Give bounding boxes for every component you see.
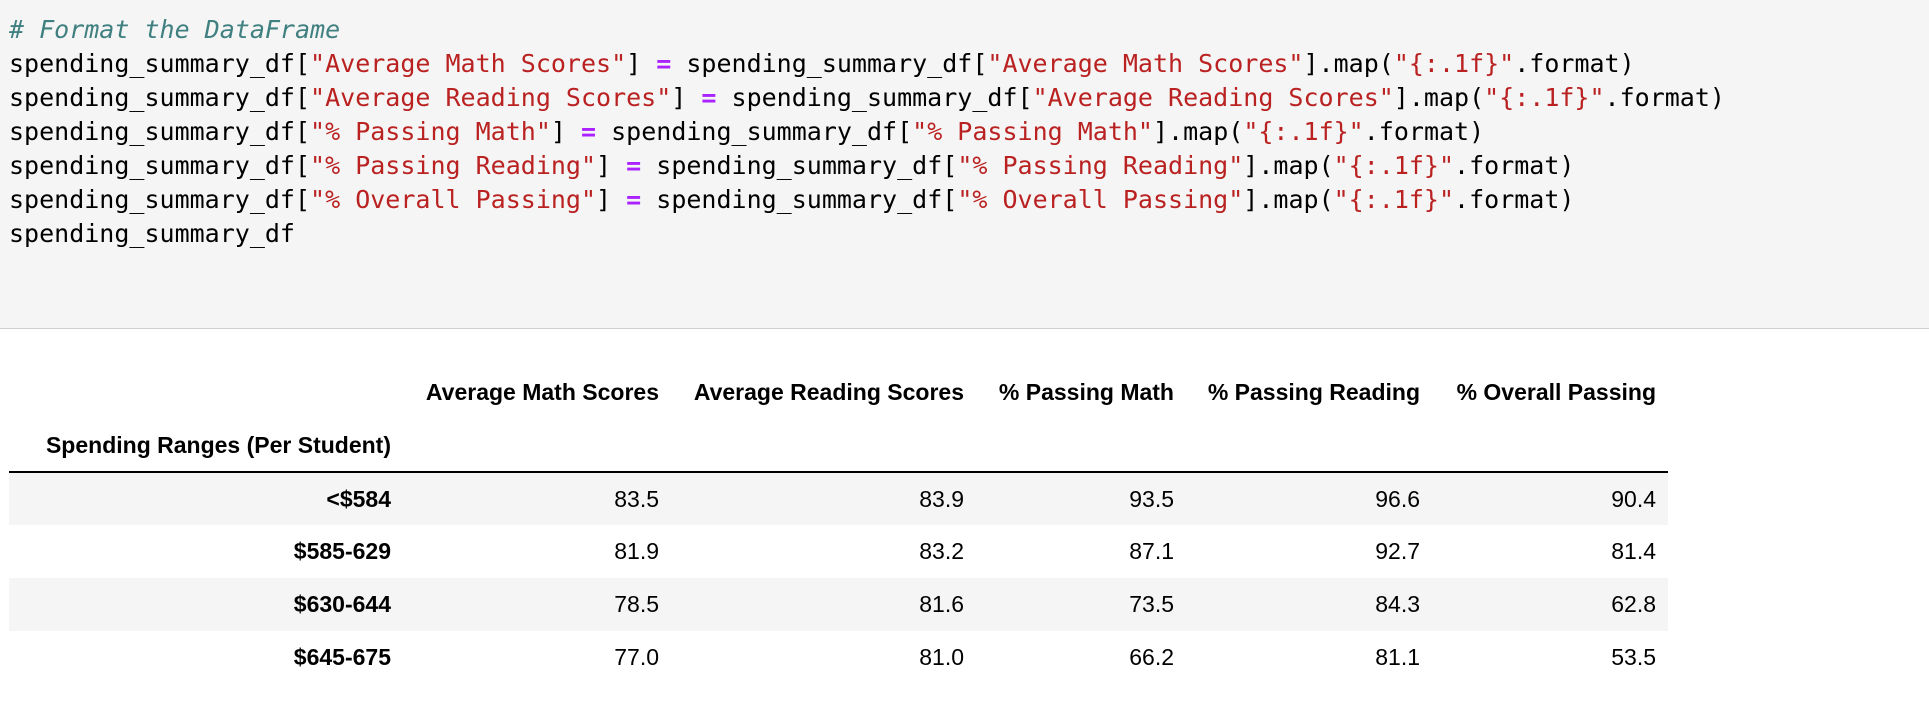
table-cell: 77.0 <box>614 644 659 670</box>
table-cell: 78.5 <box>614 591 659 617</box>
table-cell: 81.4 <box>1611 538 1656 564</box>
table-row: $585-629 81.9 83.2 87.1 92.7 81.4 <box>9 525 1668 578</box>
table-cell: 90.4 <box>1611 485 1656 512</box>
table-row: <$584 83.5 83.9 93.5 96.6 90.4 <box>9 472 1668 525</box>
table-row: $645-675 77.0 81.0 66.2 81.1 53.5 <box>9 631 1668 684</box>
table-cell: 84.3 <box>1375 591 1420 617</box>
index-header-row: Spending Ranges (Per Student) <box>9 419 1668 473</box>
table-cell: 92.7 <box>1375 538 1420 564</box>
column-header: % Overall Passing <box>1456 378 1656 405</box>
code-line-5: spending_summary_df["% Overall Passing"]… <box>9 185 1575 214</box>
column-header-row: Average Math Scores Average Reading Scor… <box>9 365 1668 419</box>
column-header: Average Math Scores <box>425 378 659 405</box>
code-line-3: spending_summary_df["% Passing Math"] = … <box>9 117 1485 146</box>
code-line-2: spending_summary_df["Average Reading Sco… <box>9 83 1725 112</box>
dataframe-table: Average Math Scores Average Reading Scor… <box>9 365 1668 684</box>
index-name: Spending Ranges (Per Student) <box>9 419 403 473</box>
table-cell: 62.8 <box>1611 591 1656 617</box>
table-cell: 66.2 <box>1129 644 1174 670</box>
table-cell: 81.1 <box>1375 644 1420 670</box>
code-editor[interactable]: # Format the DataFrame spending_summary_d… <box>9 13 1725 251</box>
row-index: <$584 <box>326 485 391 512</box>
table-cell: 73.5 <box>1129 591 1174 617</box>
column-header: % Passing Reading <box>1207 378 1420 405</box>
blank-header <box>9 365 403 419</box>
cell-output: Average Math Scores Average Reading Scor… <box>9 365 1668 684</box>
column-header: Average Reading Scores <box>693 378 964 405</box>
code-comment: # Format the DataFrame <box>9 15 341 44</box>
row-index: $645-675 <box>293 644 391 670</box>
table-cell: 87.1 <box>1129 538 1174 564</box>
table-cell: 53.5 <box>1611 644 1656 670</box>
table-cell: 81.6 <box>919 591 964 617</box>
code-cell[interactable]: # Format the DataFrame spending_summary_d… <box>0 0 1929 329</box>
table-cell: 81.9 <box>614 538 659 564</box>
table-cell: 83.2 <box>919 538 964 564</box>
row-index: $585-629 <box>293 538 391 564</box>
table-cell: 83.9 <box>919 485 964 512</box>
table-cell: 81.0 <box>919 644 964 670</box>
table-cell: 96.6 <box>1375 485 1420 512</box>
table-row: $630-644 78.5 81.6 73.5 84.3 62.8 <box>9 578 1668 631</box>
code-line-4: spending_summary_df["% Passing Reading"]… <box>9 151 1575 180</box>
row-index: $630-644 <box>293 591 391 617</box>
table-cell: 93.5 <box>1129 485 1174 512</box>
code-line-1: spending_summary_df["Average Math Scores… <box>9 49 1635 78</box>
table-cell: 83.5 <box>614 485 659 512</box>
code-line-6: spending_summary_df <box>9 219 295 248</box>
column-header: % Passing Math <box>998 378 1174 405</box>
